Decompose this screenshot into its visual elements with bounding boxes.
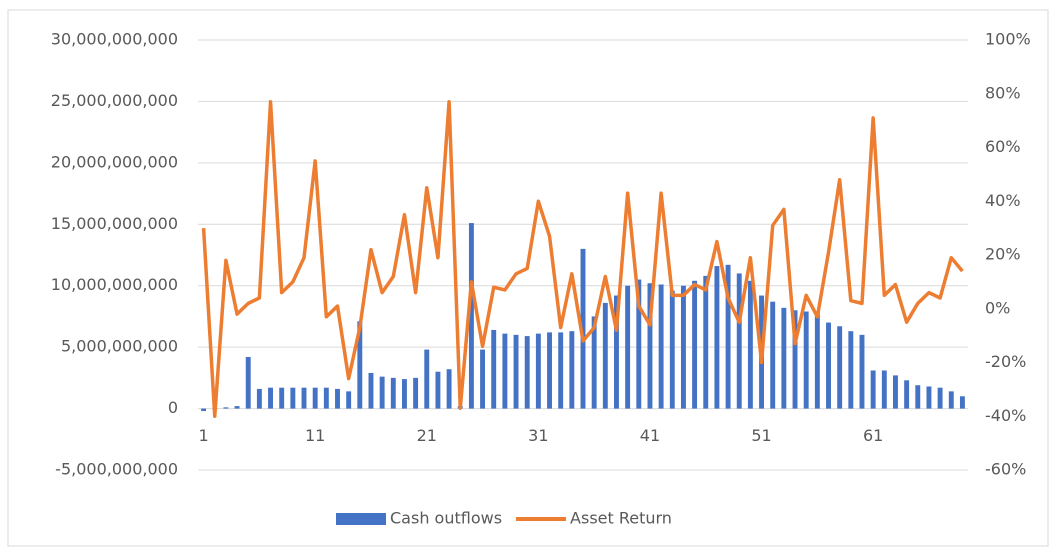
bar xyxy=(368,372,374,409)
bar xyxy=(424,349,430,409)
bar xyxy=(201,408,207,412)
y-tick-label: 25,000,000,000 xyxy=(51,91,178,110)
bar xyxy=(390,377,396,409)
y2-tick-label: 0% xyxy=(985,298,1010,317)
bar xyxy=(279,387,285,409)
bar xyxy=(513,334,519,409)
bar xyxy=(480,349,486,409)
bar xyxy=(268,387,273,409)
y2-tick-label: -60% xyxy=(985,460,1026,479)
bar xyxy=(792,310,798,409)
y2-tick-label: -40% xyxy=(985,406,1026,425)
legend-label: Asset Return xyxy=(570,509,672,528)
y-tick-label: 20,000,000,000 xyxy=(51,152,178,171)
bar xyxy=(569,331,575,409)
bar xyxy=(703,275,709,409)
y2-tick-label: -20% xyxy=(985,352,1026,371)
bar xyxy=(859,334,865,409)
bar xyxy=(870,370,876,409)
x-tick-label: 21 xyxy=(417,426,437,445)
bar xyxy=(781,307,787,409)
bar xyxy=(647,283,653,409)
bar xyxy=(223,407,229,409)
bar xyxy=(379,376,385,409)
bar xyxy=(915,385,921,409)
bar xyxy=(826,322,831,409)
bar xyxy=(725,264,731,409)
bar xyxy=(323,387,329,409)
bar xyxy=(558,332,564,409)
bar xyxy=(736,273,742,409)
bar xyxy=(692,280,698,409)
y2-tick-label: 20% xyxy=(985,245,1021,264)
bar xyxy=(335,388,340,409)
bar xyxy=(491,329,497,409)
bar xyxy=(770,301,776,409)
line xyxy=(201,100,964,418)
bar xyxy=(636,279,642,409)
x-tick-label: 41 xyxy=(640,426,660,445)
bar xyxy=(893,375,898,409)
bar xyxy=(926,386,932,409)
bar xyxy=(937,387,943,409)
y2-tick-label: 40% xyxy=(985,191,1021,210)
y2-tick-label: 60% xyxy=(985,137,1021,156)
bar xyxy=(245,356,251,409)
bar xyxy=(837,326,843,409)
bar xyxy=(547,332,552,409)
x-tick-label: 61 xyxy=(863,426,883,445)
bar xyxy=(357,321,363,409)
bar xyxy=(524,336,530,409)
bar xyxy=(602,302,608,409)
y-tick-label: 5,000,000,000 xyxy=(61,337,178,356)
bar xyxy=(290,387,296,409)
bar xyxy=(614,295,619,409)
bar xyxy=(346,391,352,409)
bar xyxy=(301,387,307,409)
x-tick-label: 11 xyxy=(305,426,325,445)
bar xyxy=(413,377,419,409)
bar xyxy=(435,371,441,409)
bar xyxy=(535,333,541,409)
y-tick-label: 10,000,000,000 xyxy=(51,275,178,294)
bar xyxy=(904,380,910,409)
x-tick-label: 31 xyxy=(528,426,548,445)
bar xyxy=(747,280,753,409)
bar xyxy=(680,285,686,409)
chart-border xyxy=(7,9,1049,547)
bar xyxy=(502,333,508,409)
legend-swatch xyxy=(336,513,386,525)
bar xyxy=(803,311,809,409)
x-tick-label: 1 xyxy=(198,426,208,445)
bar xyxy=(881,370,887,409)
bar xyxy=(714,266,720,409)
y2-tick-label: 80% xyxy=(985,83,1021,102)
bar xyxy=(948,391,954,409)
bar xyxy=(591,316,597,409)
bar xyxy=(234,406,240,409)
legend-label: Cash outflows xyxy=(390,509,502,528)
bar xyxy=(312,387,318,409)
bar xyxy=(669,290,675,409)
y-tick-label: 15,000,000,000 xyxy=(51,214,178,233)
bar xyxy=(814,311,820,409)
y-tick-label: 0 xyxy=(168,398,178,417)
bar xyxy=(256,388,262,409)
bar xyxy=(446,369,452,409)
bar xyxy=(848,331,854,409)
bar xyxy=(959,396,965,409)
bar xyxy=(580,248,586,409)
bar xyxy=(625,285,631,409)
bar xyxy=(658,284,664,409)
y2-tick-label: 100% xyxy=(985,30,1031,49)
x-tick-label: 51 xyxy=(751,426,771,445)
y-tick-label: -5,000,000,000 xyxy=(55,460,178,479)
bar xyxy=(468,223,474,409)
bar xyxy=(401,379,407,409)
y-tick-label: 30,000,000,000 xyxy=(51,30,178,49)
